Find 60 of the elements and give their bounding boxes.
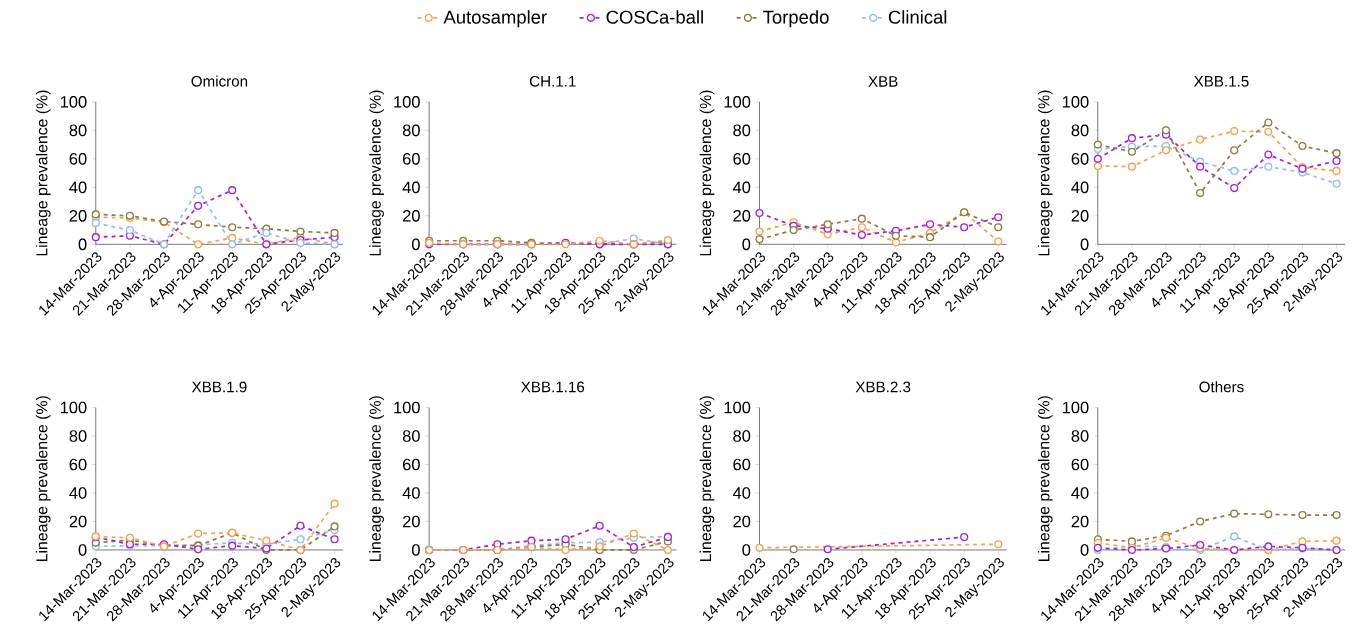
y-tick-label: 100: [1062, 96, 1089, 108]
y-tick-label: 100: [724, 96, 751, 108]
y-tick-label: 60: [403, 458, 420, 471]
legend-label: Clinical: [888, 10, 947, 24]
y-tick-label: 20: [403, 210, 420, 222]
y-tick-label: 0: [742, 238, 751, 251]
y-tick-label: 60: [1071, 458, 1089, 471]
chart-title: XBB.1.16: [521, 381, 585, 393]
y-tick-label: 0: [411, 238, 420, 251]
y-tick-label: 100: [394, 401, 420, 414]
y-tick-label: 80: [69, 124, 87, 137]
y-tick-label: 60: [69, 458, 87, 471]
y-tick-label: 60: [733, 153, 751, 165]
y-tick-label: 80: [733, 430, 751, 442]
y-tick-label: 80: [402, 124, 420, 137]
y-tick-label: 40: [69, 487, 87, 499]
y-tick-label: 80: [402, 430, 420, 442]
y-tick-label: 60: [403, 153, 420, 165]
chart-title: Others: [1199, 381, 1244, 393]
y-tick-label: 20: [733, 515, 751, 528]
y-tick-label: 80: [69, 430, 87, 442]
y-tick-label: 100: [60, 96, 87, 108]
chart-title: XBB.1.5: [1193, 76, 1249, 87]
y-tick-label: 40: [402, 487, 420, 499]
y-tick-label: 0: [1080, 238, 1089, 251]
y-tick-label: 40: [732, 487, 751, 499]
y-tick-label: 100: [60, 401, 87, 414]
y-tick-label: 20: [1071, 515, 1089, 528]
y-tick-label: 80: [1071, 124, 1089, 137]
chart-title: Omicron: [191, 75, 248, 87]
y-tick-label: 40: [1071, 181, 1089, 194]
y-tick-label: 40: [1071, 487, 1089, 499]
chart-title: XBB.2.3: [855, 381, 911, 393]
y-tick-label: 100: [724, 401, 751, 414]
legend-label: COSCa-ball: [606, 10, 703, 24]
y-tick-label: 40: [732, 181, 751, 194]
y-tick-label: 80: [733, 124, 751, 137]
chart-title: XBB: [868, 76, 898, 87]
chart-title: CH.1.1: [529, 75, 576, 87]
y-tick-label: 0: [1080, 544, 1089, 556]
y-tick-label: 20: [733, 210, 751, 222]
y-tick-label: 20: [69, 515, 87, 528]
y-tick-label: 60: [69, 153, 87, 165]
chart-title: XBB.1.9: [191, 381, 247, 393]
y-tick-label: 20: [69, 210, 87, 222]
y-tick-label: 100: [1062, 401, 1089, 414]
y-tick-label: 40: [69, 181, 87, 194]
y-tick-label: 0: [78, 238, 87, 251]
y-tick-label: 80: [1071, 430, 1089, 442]
y-tick-label: 60: [1071, 153, 1089, 165]
y-tick-label: 0: [411, 544, 420, 556]
y-tick-label: 20: [1071, 210, 1089, 222]
y-tick-label: 100: [394, 96, 420, 108]
legend-label: Autosampler: [443, 10, 547, 28]
y-tick-label: 0: [78, 544, 87, 556]
y-tick-label: 20: [403, 515, 420, 528]
y-tick-label: 40: [402, 181, 420, 194]
legend-label: Torpedo: [763, 10, 829, 28]
y-tick-label: 60: [733, 458, 751, 471]
y-tick-label: 0: [742, 544, 751, 556]
